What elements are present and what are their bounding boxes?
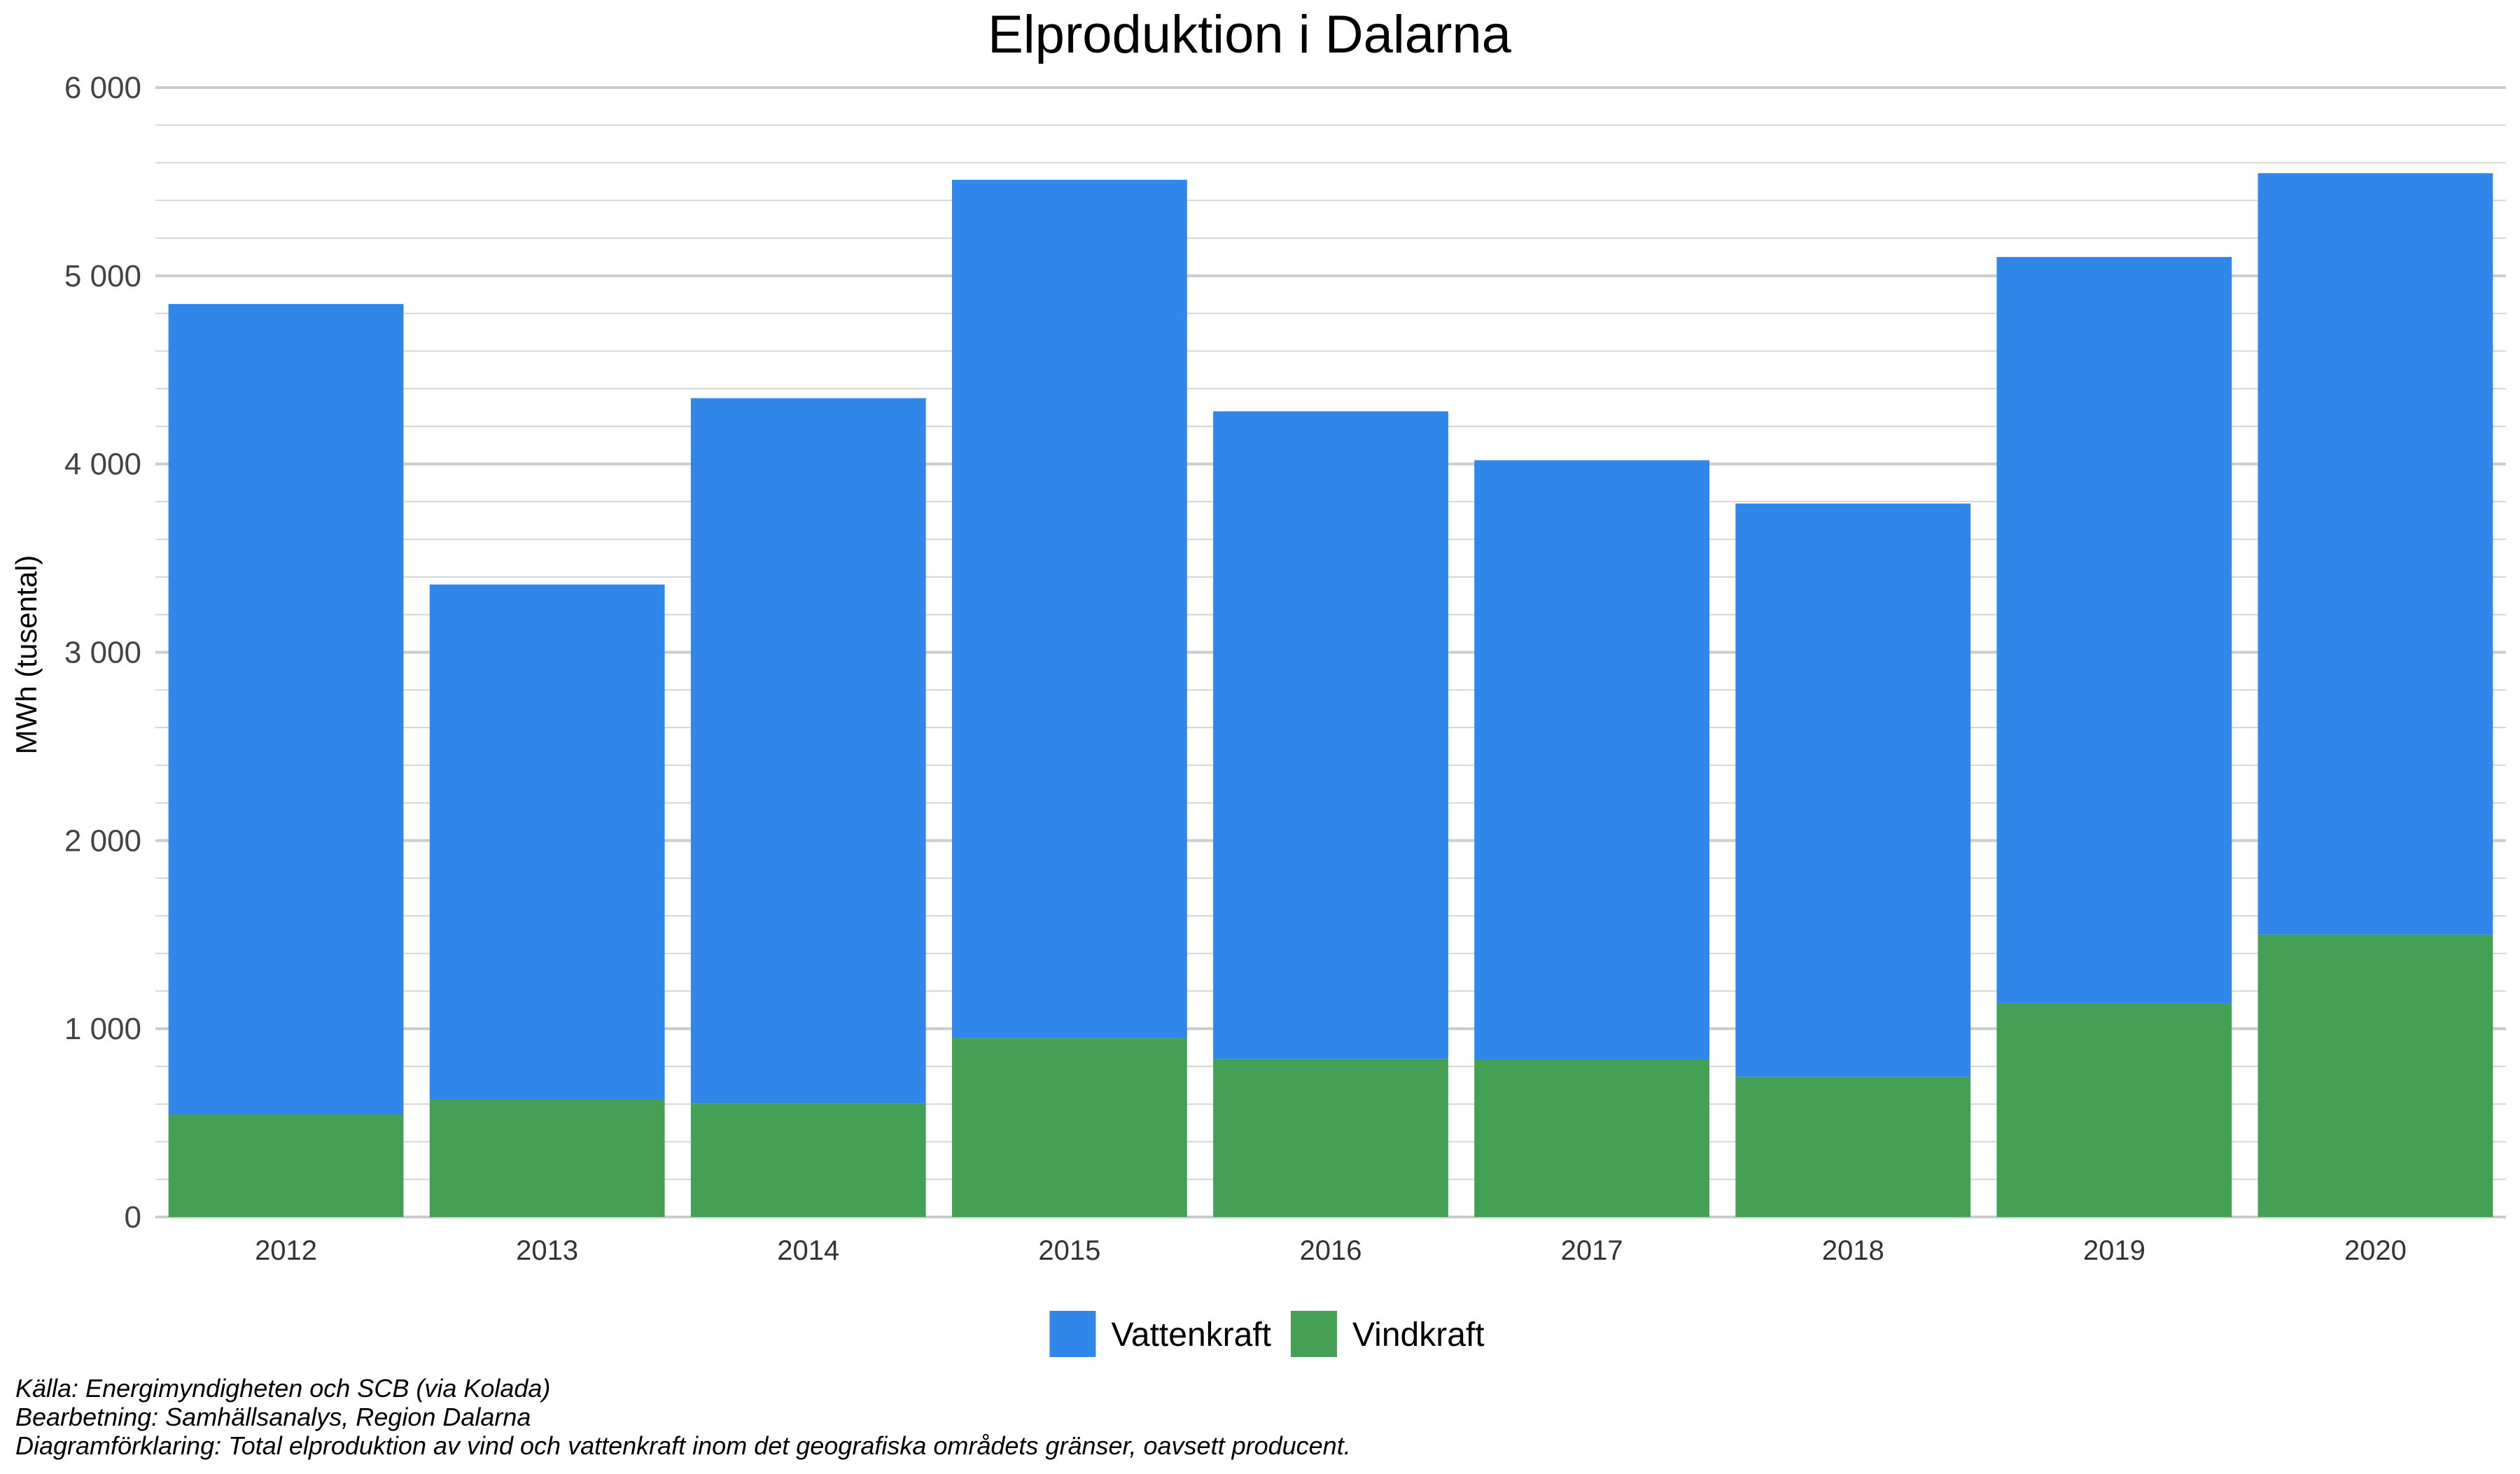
x-tick-label: 2016	[1300, 1235, 1362, 1266]
bar-vindkraft-2017	[1474, 1059, 1710, 1217]
bar-vindkraft-2018	[1735, 1076, 1971, 1217]
y-axis-tick-labels: 0 1 000 2 000 3 000 4 000 5 000 6 000	[64, 71, 141, 1235]
bar-vattenkraft-2017	[1474, 460, 1710, 1060]
y-tick-label: 5 000	[64, 259, 141, 293]
y-tick-label: 1 000	[64, 1012, 141, 1046]
bar-vattenkraft-2013	[429, 584, 665, 1099]
x-tick-label: 2014	[777, 1235, 839, 1266]
bar-vindkraft-2013	[429, 1099, 665, 1217]
legend-swatch-vattenkraft	[1049, 1311, 1096, 1357]
x-tick-label: 2020	[2344, 1235, 2407, 1266]
bar-vattenkraft-2019	[1996, 256, 2232, 1003]
bar-vindkraft-2014	[690, 1103, 926, 1217]
y-tick-label: 3 000	[64, 636, 141, 670]
bar-vattenkraft-2014	[690, 398, 926, 1104]
bar-vindkraft-2016	[1213, 1059, 1448, 1217]
chart-title: Elproduktion i Dalarna	[988, 5, 1511, 64]
caption: Källa: Energimyndigheten och SCB (via Ko…	[15, 1374, 1351, 1460]
x-axis-tick-labels: 2012 2013 2014 2015 2016 2017 2018 2019 2020	[255, 1235, 2407, 1266]
x-tick-label: 2018	[1822, 1235, 1884, 1266]
x-tick-label: 2019	[2083, 1235, 2146, 1266]
y-tick-label: 6 000	[64, 71, 141, 105]
y-axis-label: MWh (tusental)	[10, 555, 43, 755]
bar-vindkraft-2012	[168, 1114, 404, 1217]
y-tick-label: 2 000	[64, 823, 141, 858]
caption-source: Källa: Energimyndigheten och SCB (via Ko…	[15, 1374, 550, 1403]
x-tick-label: 2013	[516, 1235, 578, 1266]
caption-processing: Bearbetning: Samhällsanalys, Region Dala…	[15, 1403, 531, 1431]
x-tick-label: 2017	[1561, 1235, 1623, 1266]
bar-vindkraft-2020	[2258, 934, 2493, 1217]
y-tick-label: 0	[125, 1200, 141, 1235]
x-tick-label: 2015	[1038, 1235, 1100, 1266]
bar-vattenkraft-2015	[951, 179, 1187, 1038]
bar-vattenkraft-2018	[1735, 503, 1971, 1077]
bar-vattenkraft-2020	[2258, 173, 2493, 935]
bar-vattenkraft-2016	[1213, 411, 1448, 1059]
legend-label-vattenkraft: Vattenkraft	[1111, 1316, 1271, 1354]
caption-explanation: Diagramförklaring: Total elproduktion av…	[15, 1431, 1351, 1460]
bar-vattenkraft-2012	[168, 304, 404, 1115]
bar-vindkraft-2019	[1996, 1003, 2232, 1217]
legend-swatch-vindkraft	[1291, 1311, 1337, 1357]
bar-vindkraft-2015	[951, 1038, 1187, 1217]
y-tick-label: 4 000	[64, 447, 141, 482]
legend-label-vindkraft: Vindkraft	[1352, 1316, 1485, 1354]
x-tick-label: 2012	[255, 1235, 317, 1266]
legend: Vattenkraft Vindkraft	[1049, 1311, 1485, 1357]
bars-group	[168, 173, 2493, 1217]
